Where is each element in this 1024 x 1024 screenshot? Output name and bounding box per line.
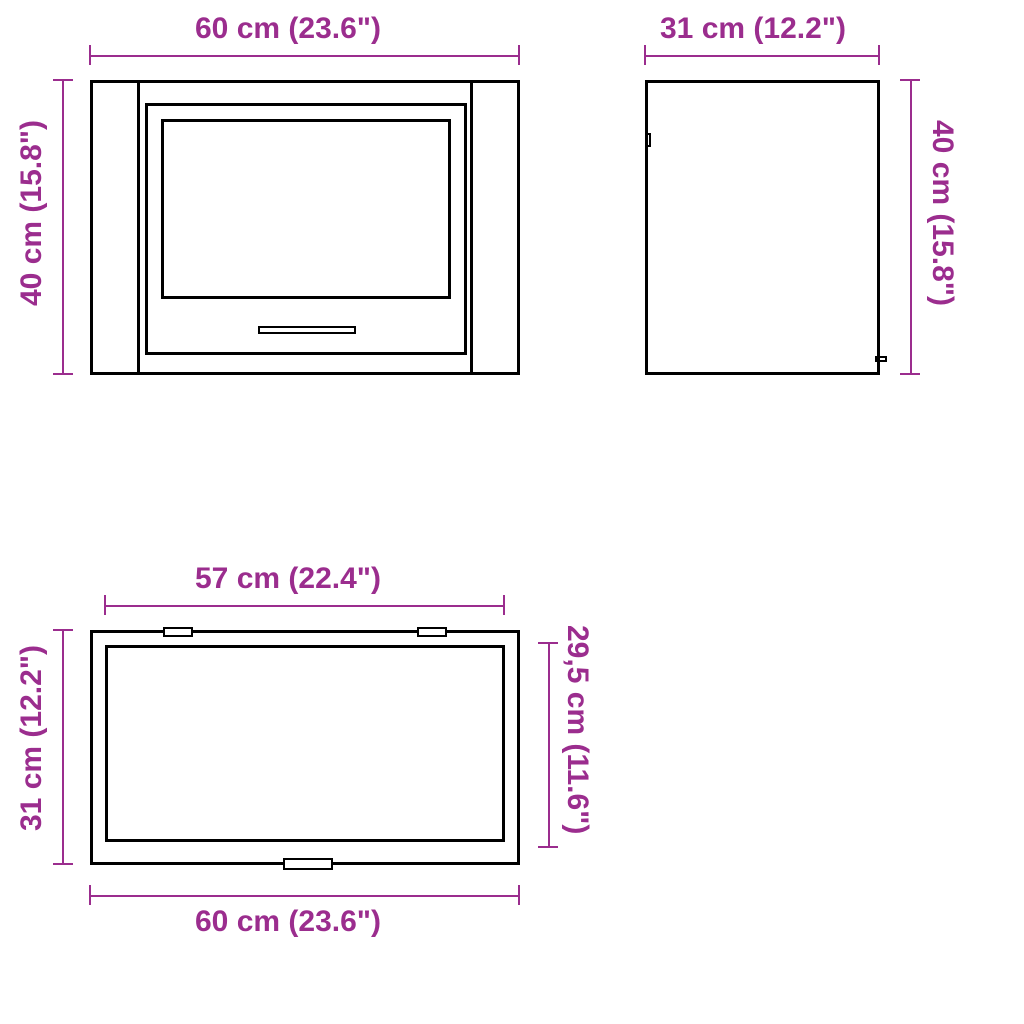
front-dim-top-line xyxy=(90,55,520,57)
top-dim-bottom: 60 cm (23.6") xyxy=(195,905,381,939)
front-view xyxy=(90,80,520,375)
side-dim-right: 40 cm (15.8") xyxy=(925,120,959,306)
side-dim-top-line xyxy=(645,55,880,57)
top-dim-right-line xyxy=(548,643,550,848)
side-dim-right-line xyxy=(910,80,912,375)
top-view xyxy=(90,630,520,865)
top-dim-bottom-line xyxy=(90,895,520,897)
top-dim-top-line xyxy=(105,605,505,607)
top-dim-right: 29,5 cm (11.6") xyxy=(560,625,594,834)
front-dim-top: 60 cm (23.6") xyxy=(195,12,381,46)
front-dim-left: 40 cm (15.8") xyxy=(15,120,49,306)
top-dim-top: 57 cm (22.4") xyxy=(195,562,381,596)
side-view xyxy=(645,80,880,375)
side-dim-top: 31 cm (12.2") xyxy=(660,12,846,46)
top-dim-left-line xyxy=(62,630,64,865)
front-dim-left-line xyxy=(62,80,64,375)
top-dim-left: 31 cm (12.2") xyxy=(15,645,49,831)
